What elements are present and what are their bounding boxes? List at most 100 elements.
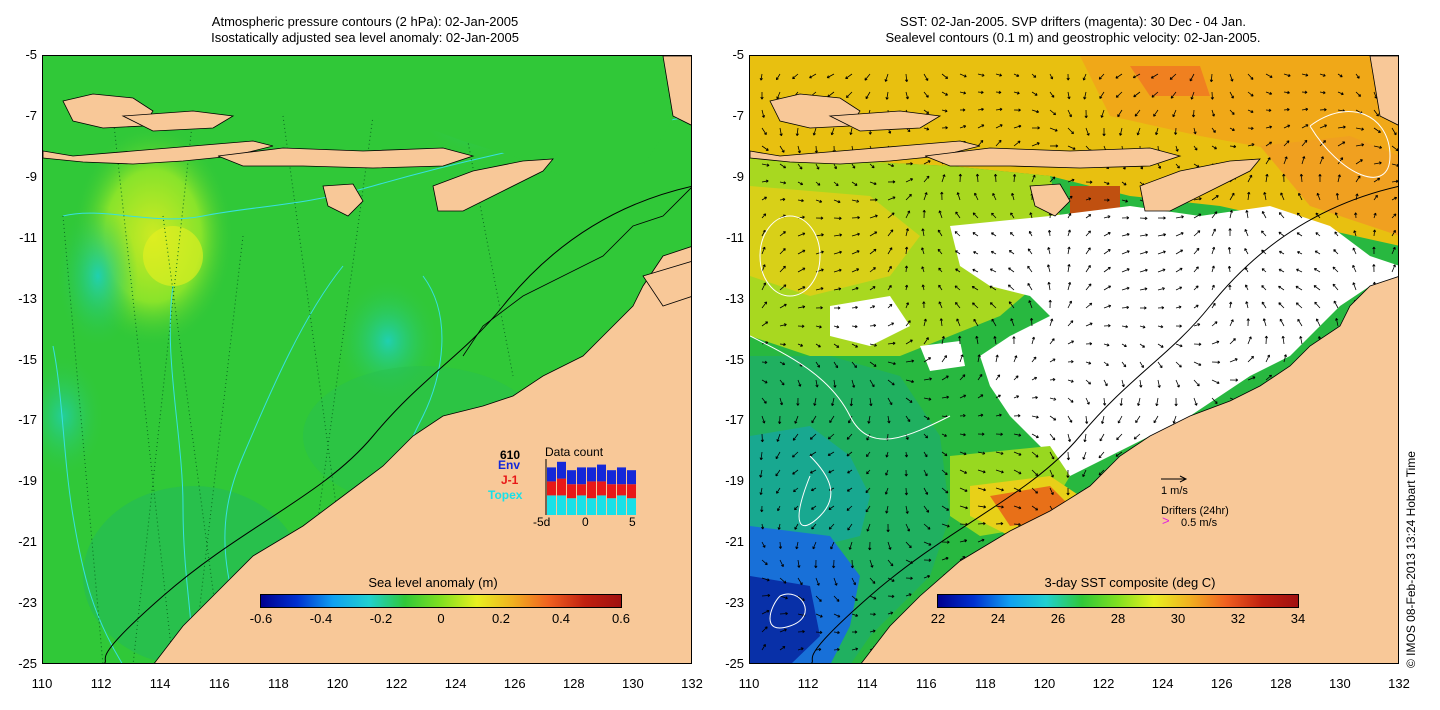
- velocity-arrow: [1175, 343, 1183, 348]
- velocity-arrow: [815, 181, 821, 186]
- velocity-arrow: [921, 284, 925, 291]
- velocity-arrow: [1082, 469, 1087, 478]
- velocity-arrow: [995, 139, 1002, 147]
- velocity-arrow: [1229, 73, 1234, 82]
- velocity-arrow: [833, 577, 838, 586]
- velocity-arrow: [865, 487, 871, 494]
- velocity-arrow: [794, 505, 799, 511]
- velocity-arrow: [1278, 250, 1285, 255]
- right-ytick: -9: [732, 168, 744, 184]
- velocity-arrow: [1278, 212, 1285, 219]
- velocity-arrow: [828, 469, 835, 474]
- velocity-arrow: [1119, 397, 1123, 406]
- velocity-arrow: [761, 379, 768, 384]
- velocity-arrow: [1227, 265, 1232, 273]
- velocity-arrow: [1101, 415, 1105, 424]
- velocity-arrow: [1229, 144, 1237, 149]
- velocity-arrow: [921, 228, 925, 237]
- right-xtick: 114: [856, 676, 878, 691]
- velocity-arrow: [833, 361, 839, 369]
- velocity-arrow: [869, 323, 877, 328]
- velocity-arrow: [833, 287, 842, 291]
- count-bar-env: [617, 467, 626, 485]
- velocity-arrow: [1319, 108, 1327, 112]
- velocity-arrow: [995, 90, 1002, 94]
- velocity-arrow: [1157, 250, 1166, 255]
- velocity-arrow: [923, 73, 929, 81]
- velocity-arrow: [1247, 143, 1255, 147]
- left-ytick: -23: [18, 595, 37, 611]
- left-ytick: -15: [18, 351, 37, 367]
- velocity-arrow: [990, 232, 997, 237]
- velocity-arrow: [1170, 91, 1177, 99]
- velocity-arrow: [923, 109, 930, 114]
- velocity-arrow: [995, 487, 1004, 492]
- colorbar-tick: -0.6: [249, 611, 273, 626]
- velocity-arrow: [851, 361, 857, 369]
- count-bar-j1: [557, 478, 566, 496]
- velocity-arrow: [1335, 192, 1339, 201]
- velocity-arrow: [1067, 229, 1071, 237]
- velocity-arrow: [887, 212, 895, 219]
- velocity-arrow: [1067, 340, 1075, 345]
- velocity-arrow: [869, 181, 877, 186]
- velocity-arrow: [1085, 180, 1093, 184]
- velocity-arrow: [1318, 173, 1322, 183]
- velocity-arrow: [1009, 232, 1015, 237]
- velocity-arrow: [777, 523, 781, 530]
- data-count-xtick-pos: 5: [629, 515, 636, 529]
- velocity-arrow: [815, 163, 820, 170]
- right-xtick: 124: [1151, 676, 1174, 691]
- velocity-arrow: [1193, 361, 1202, 366]
- velocity-arrow: [905, 320, 911, 327]
- velocity-arrow: [1082, 73, 1087, 81]
- velocity-arrow: [1135, 415, 1141, 424]
- velocity-arrow: [833, 250, 842, 255]
- count-bar-env: [577, 467, 586, 485]
- velocity-arrow: [1265, 91, 1273, 95]
- land-masses: [43, 56, 691, 663]
- velocity-arrow: [1157, 343, 1164, 348]
- left-xtick: 124: [444, 676, 467, 691]
- count-bar-env: [557, 461, 566, 479]
- right-ytick: -15: [725, 351, 744, 367]
- velocity-arrow: [866, 469, 871, 475]
- velocity-arrow: [815, 325, 822, 329]
- velocity-arrow: [1121, 181, 1127, 186]
- velocity-arrow: [797, 559, 801, 568]
- velocity-arrow: [937, 229, 943, 237]
- velocity-arrow: [851, 286, 859, 291]
- velocity-arrow: [923, 357, 932, 363]
- velocity-arrow: [1314, 301, 1321, 309]
- velocity-arrow: [1319, 156, 1324, 165]
- velocity-arrow: [779, 265, 786, 273]
- velocity-arrow: [846, 451, 853, 457]
- velocity-arrow: [1193, 379, 1200, 387]
- velocity-arrow: [1247, 174, 1253, 183]
- velocity-arrow: [1115, 91, 1123, 98]
- velocity-arrow: [923, 469, 928, 477]
- velocity-arrow: [812, 541, 817, 550]
- velocity-arrow: [1391, 145, 1398, 152]
- sea-level-anomaly-map: [43, 56, 691, 663]
- velocity-arrow: [1301, 139, 1308, 147]
- velocity-arrow: [759, 469, 763, 478]
- negative-anomaly-blob: [58, 206, 138, 346]
- velocity-arrow: [828, 505, 835, 510]
- velocity-arrow: [1278, 285, 1285, 291]
- velocity-arrow: [797, 647, 804, 651]
- velocity-arrow: [810, 487, 817, 492]
- velocity-arrow: [845, 73, 853, 80]
- velocity-arrow: [995, 413, 1002, 417]
- velocity-arrow: [1211, 302, 1216, 309]
- velocity-arrow: [1013, 469, 1022, 475]
- velocity-arrow: [884, 487, 889, 495]
- velocity-arrow: [1031, 109, 1040, 114]
- velocity-arrow: [1332, 266, 1339, 273]
- velocity-arrow: [1049, 378, 1056, 382]
- velocity-arrow: [885, 469, 889, 476]
- velocity-arrow: [989, 285, 997, 291]
- velocity-arrow: [1265, 125, 1273, 129]
- colorbar-tick: -0.4: [309, 611, 333, 626]
- velocity-arrow: [1031, 395, 1038, 400]
